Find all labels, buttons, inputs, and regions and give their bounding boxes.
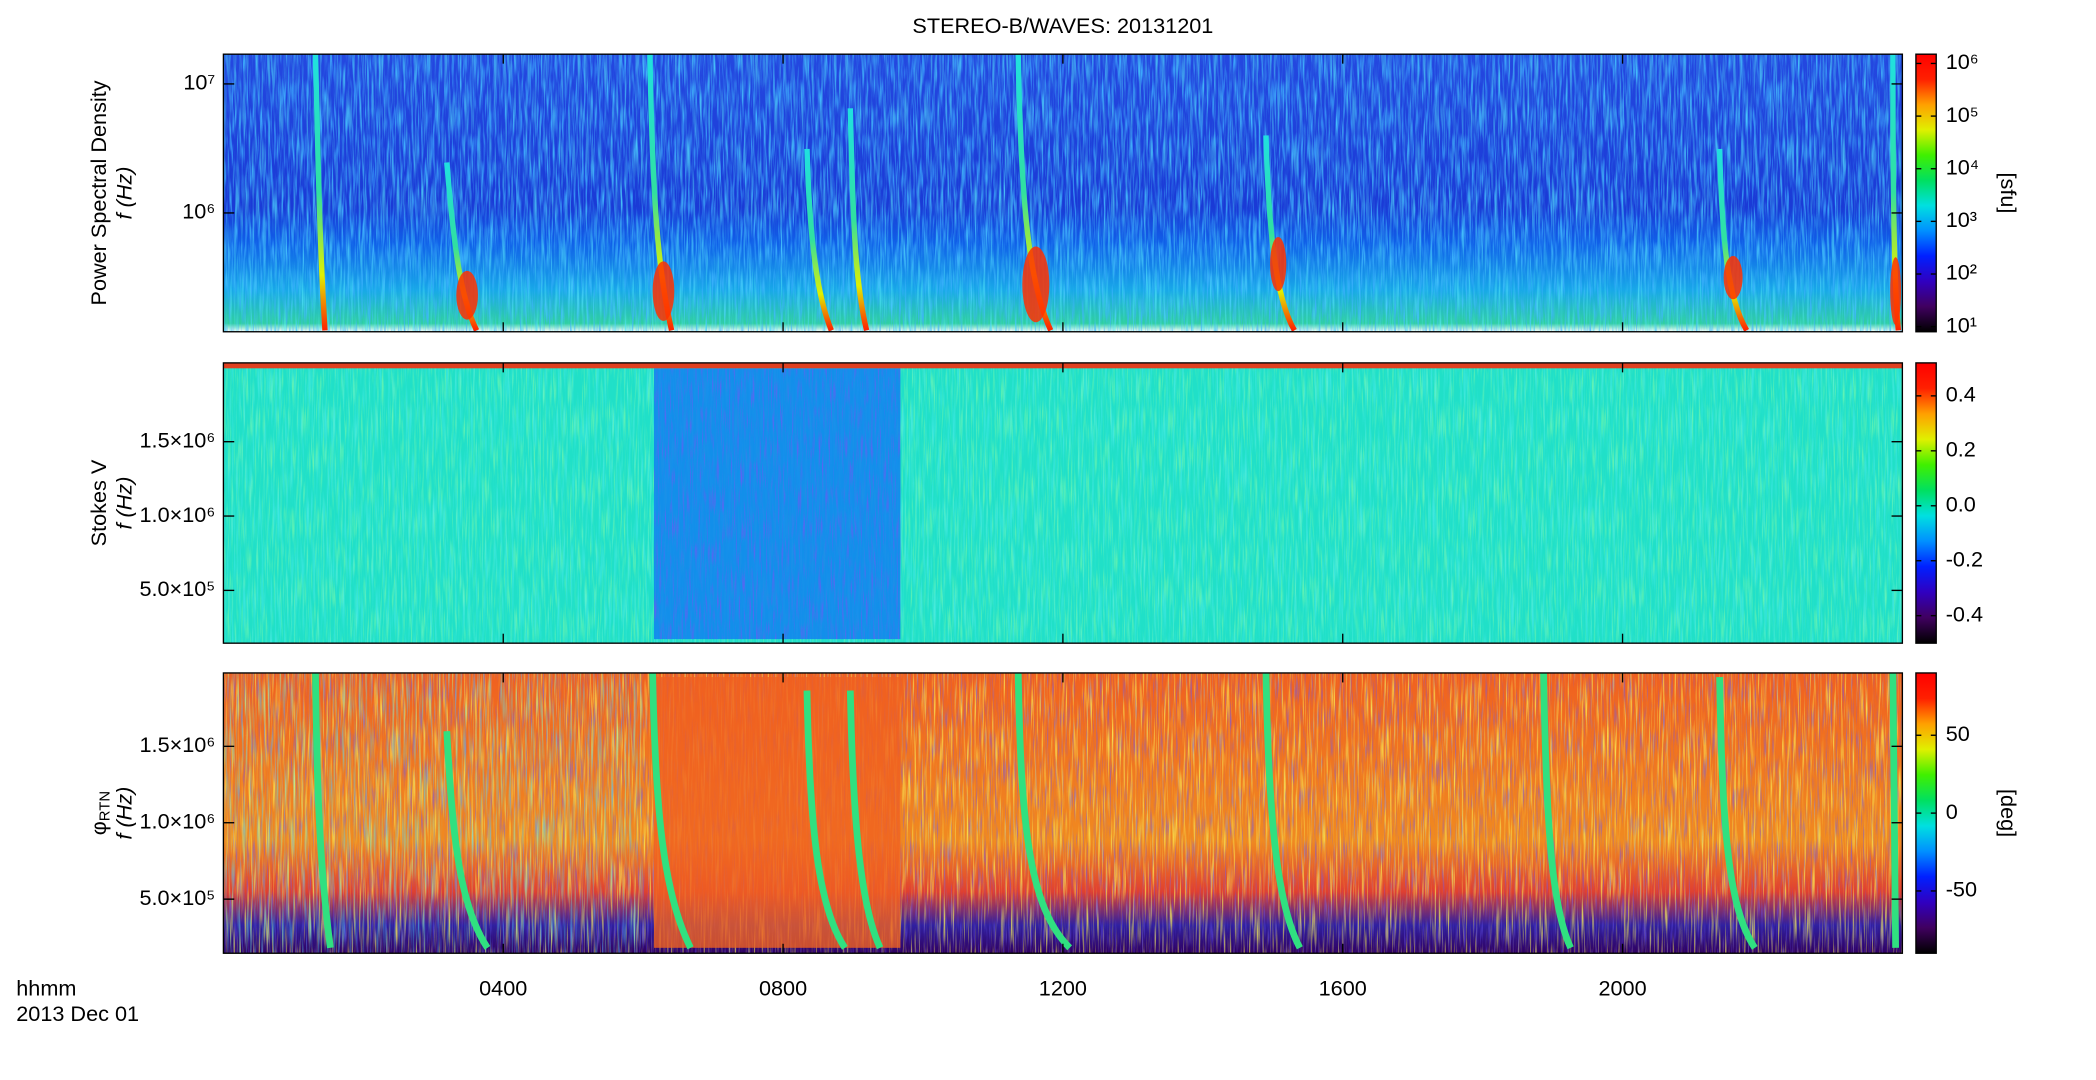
- x-axis-date: 2013 Dec 01: [16, 1001, 139, 1026]
- y-tick-label: 5.0×10⁵: [139, 885, 215, 910]
- y-axis-label: Power Spectral Density: [86, 80, 111, 305]
- y-tick-label: 1.0×10⁶: [140, 502, 216, 527]
- colorbar-tick-label: -0.2: [1946, 546, 1983, 571]
- colorbar-tick-label: 10³: [1946, 207, 1977, 232]
- colorbar-tick-label: 10²: [1946, 260, 1977, 285]
- colorbar-tick-label: -0.4: [1946, 601, 1983, 626]
- y-axis-label-text: Power Spectral Density: [86, 80, 111, 305]
- colorbar-label: [sfu]: [1996, 172, 2021, 213]
- y-axis-label-2: f (Hz): [112, 166, 137, 219]
- colorbar-tick-label: -50: [1946, 877, 1977, 902]
- y-tick-label: 1.0×10⁶: [140, 808, 216, 833]
- colorbar-tick-label: 10⁴: [1946, 154, 1979, 179]
- y-axis-label-text: φ: [86, 821, 111, 835]
- x-tick-label: 0400: [479, 976, 527, 1001]
- colorbar: [1915, 362, 1937, 644]
- colorbar-tick-label: 10⁶: [1946, 49, 1979, 74]
- x-tick-label: 1600: [1319, 976, 1367, 1001]
- colorbar-tick-label: 50: [1946, 721, 1970, 746]
- colorbar: [1915, 53, 1937, 333]
- colorbar-tick-label: 0.0: [1946, 492, 1976, 517]
- spectrogram-psd: [223, 54, 1903, 332]
- colorbar-label: [deg]: [1996, 789, 2021, 837]
- y-axis-label-2: f (Hz): [112, 477, 137, 530]
- y-axis-label-text: Stokes V: [86, 459, 111, 546]
- y-tick-label: 10⁷: [183, 70, 215, 95]
- y-axis-label: φRTN: [86, 791, 114, 835]
- x-tick-label: 1200: [1039, 976, 1087, 1001]
- colorbar-tick-label: 10⁵: [1946, 102, 1979, 127]
- x-tick-label: 0800: [759, 976, 807, 1001]
- y-tick-label: 1.5×10⁶: [140, 732, 216, 757]
- y-tick-label: 1.5×10⁶: [140, 427, 216, 452]
- x-tick-label: 2000: [1598, 976, 1646, 1001]
- colorbar-tick-label: 0.2: [1946, 437, 1976, 462]
- colorbar-tick-label: 10¹: [1946, 312, 1977, 337]
- x-axis-label: hhmm: [16, 976, 76, 1001]
- colorbar-tick-label: 0: [1946, 799, 1958, 824]
- y-axis-label: Stokes V: [86, 459, 111, 546]
- y-tick-label: 5.0×10⁵: [139, 576, 215, 601]
- colorbar-tick-label: 0.4: [1946, 382, 1976, 407]
- spectrogram-stokes: [223, 362, 1903, 644]
- y-axis-label-2: f (Hz): [112, 787, 137, 840]
- y-axis-label-subscript: RTN: [98, 791, 114, 821]
- chart-title: STEREO-B/WAVES: 20131201: [912, 13, 1213, 38]
- y-tick-label: 10⁶: [182, 199, 215, 224]
- spectrogram-phi: [223, 672, 1903, 954]
